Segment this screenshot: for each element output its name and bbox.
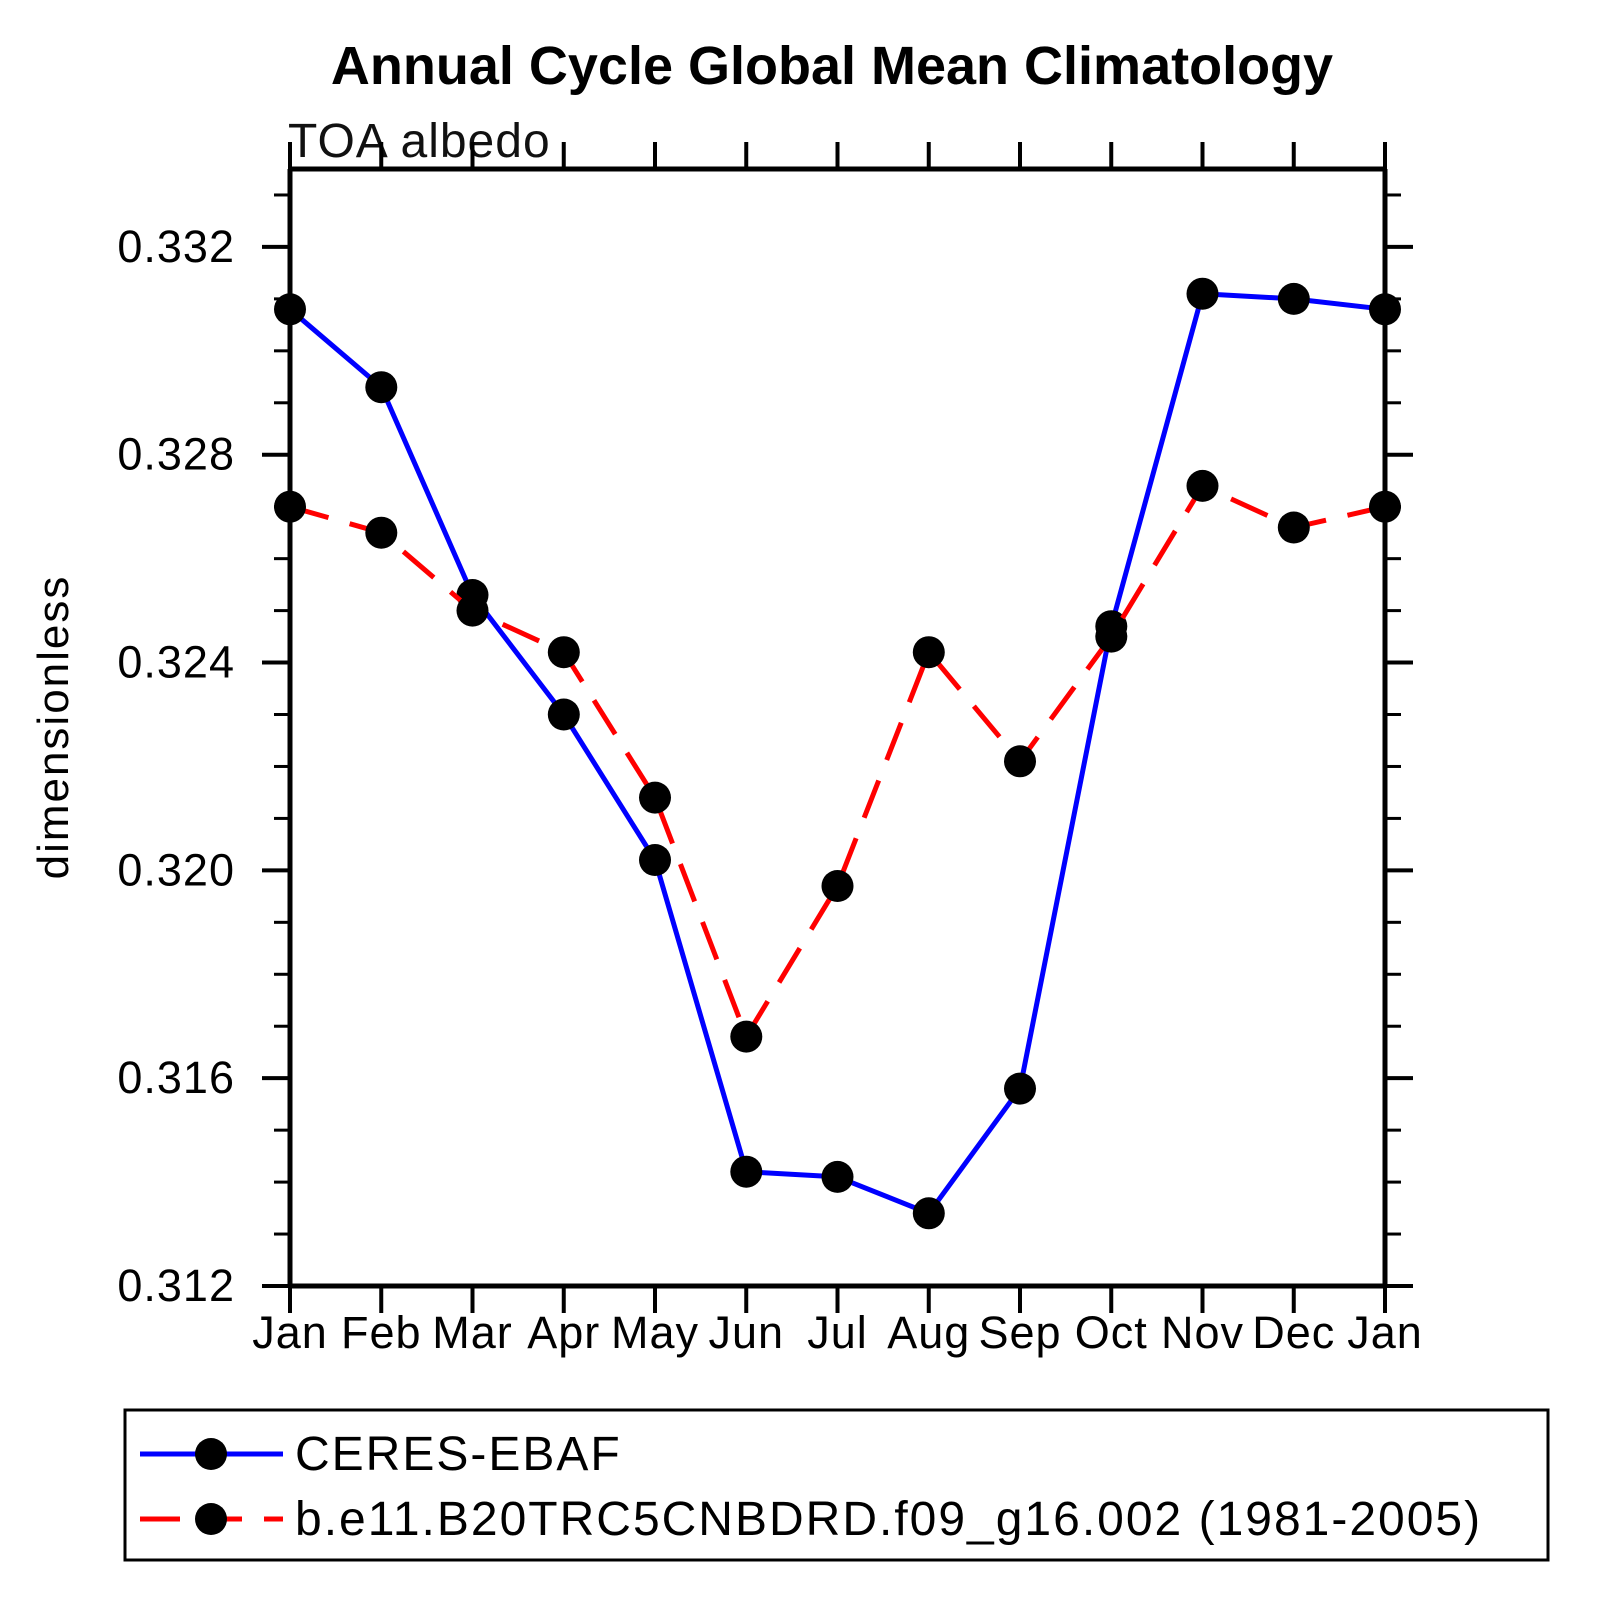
series-marker-b-e11-b20trc5cnbdrd-f09-g16-002-1981-200 [821,870,854,902]
series-marker-b-e11-b20trc5cnbdrd-f09-g16-002-1981-200 [730,1020,763,1053]
series-marker-b-e11-b20trc5cnbdrd-f09-g16-002-1981-200 [456,594,489,627]
series-marker-ceres-ebaf [365,371,398,404]
series-marker-ceres-ebaf [639,844,671,876]
series-marker-ceres-ebaf [1277,282,1310,315]
series-marker-ceres-ebaf [912,1197,945,1230]
x-tick-label: Feb [341,1307,422,1358]
series-marker-b-e11-b20trc5cnbdrd-f09-g16-002-1981-200 [1186,469,1219,502]
x-tick-label: Jun [708,1307,784,1358]
x-tick-label: Aug [887,1307,970,1358]
y-tick-label: 0.312 [117,1260,235,1311]
series-marker-ceres-ebaf [547,698,580,731]
chart-subtitle: TOA albedo [288,115,551,168]
series-marker-b-e11-b20trc5cnbdrd-f09-g16-002-1981-200 [1369,490,1401,523]
chart-title: Annual Cycle Global Mean Climatology [331,36,1333,96]
series-marker-ceres-ebaf [730,1155,763,1188]
legend-marker [195,1438,227,1470]
legend-label: b.e11.B20TRC5CNBDRD.f09_g16.002 (1981-20… [295,1493,1482,1546]
series-marker-b-e11-b20trc5cnbdrd-f09-g16-002-1981-200 [912,636,945,669]
series-marker-b-e11-b20trc5cnbdrd-f09-g16-002-1981-200 [274,490,306,523]
series-marker-b-e11-b20trc5cnbdrd-f09-g16-002-1981-200 [547,636,580,669]
x-tick-label: Jul [807,1307,868,1358]
y-tick-label: 0.324 [117,637,235,688]
series-marker-ceres-ebaf [1004,1072,1036,1105]
x-tick-label: Apr [527,1307,600,1358]
x-tick-label: Jan [252,1307,328,1358]
x-tick-label: Mar [432,1307,513,1358]
series-marker-b-e11-b20trc5cnbdrd-f09-g16-002-1981-200 [1277,511,1310,544]
series-marker-ceres-ebaf [1369,293,1401,326]
x-tick-label: Dec [1252,1307,1335,1358]
series-marker-b-e11-b20trc5cnbdrd-f09-g16-002-1981-200 [1004,745,1036,778]
legend-label: CERES-EBAF [295,1428,622,1481]
y-tick-label: 0.316 [117,1052,235,1103]
y-tick-label: 0.332 [117,221,235,272]
y-tick-label: 0.328 [117,429,235,480]
series-marker-b-e11-b20trc5cnbdrd-f09-g16-002-1981-200 [365,516,398,549]
legend-marker [195,1503,227,1535]
x-tick-label: Oct [1075,1307,1148,1358]
x-tick-label: May [611,1307,699,1358]
y-tick-label: 0.320 [117,844,235,895]
series-marker-b-e11-b20trc5cnbdrd-f09-g16-002-1981-200 [1095,620,1128,653]
series-marker-ceres-ebaf [1186,277,1219,310]
y-axis-label: dimensionless [29,575,78,880]
legend: CERES-EBAF b.e11.B20TRC5CNBDRD.f09_g16.00… [123,1408,1550,1562]
series-marker-b-e11-b20trc5cnbdrd-f09-g16-002-1981-200 [639,781,671,814]
x-tick-label: Sep [978,1307,1061,1358]
series-marker-ceres-ebaf [821,1160,854,1193]
x-tick-label: Jan [1347,1307,1423,1358]
plot-area: Jan Feb Mar Apr May Jun Jul Aug Sep Oct Nov Dec Jan0… [117,142,1422,1358]
series-marker-ceres-ebaf [274,293,306,326]
x-tick-label: Nov [1161,1307,1244,1358]
legend-box [123,1408,1550,1562]
